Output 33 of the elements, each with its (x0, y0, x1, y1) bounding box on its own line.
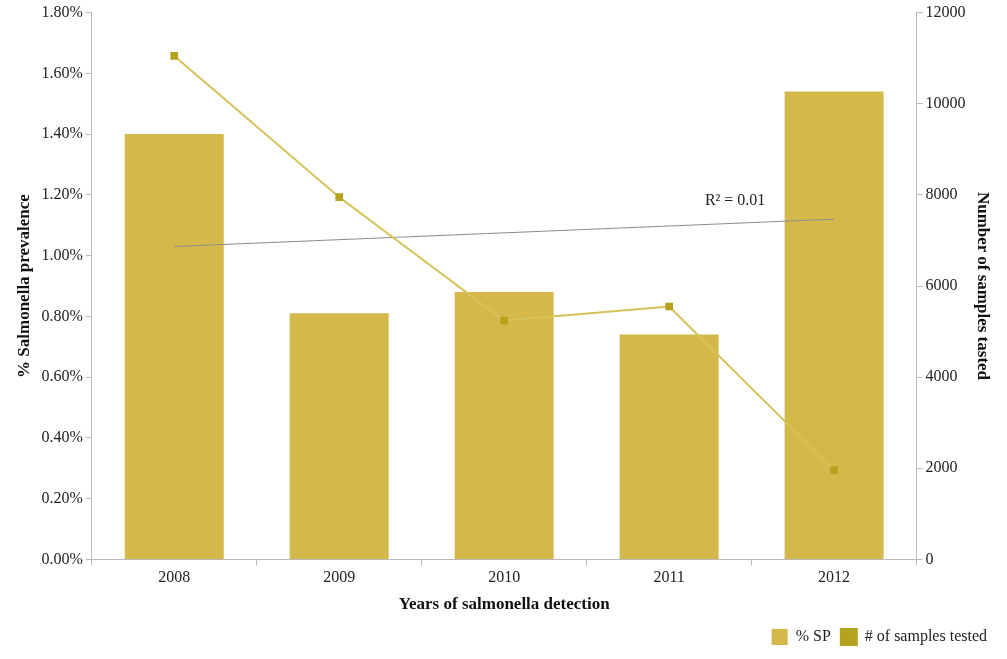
y-tick-label: 0.40% (41, 428, 83, 446)
x-tick-label: 2012 (818, 568, 851, 586)
y2-tick-label: 12000 (925, 2, 966, 20)
y-tick-label: 1.60% (41, 63, 83, 81)
y2-tick-label: 10000 (925, 93, 966, 111)
y2-tick-label: 6000 (925, 276, 958, 294)
y-tick-label: 1.20% (41, 185, 83, 203)
y2-tick-label: 4000 (925, 367, 958, 385)
y-tick-label: 1.80% (41, 2, 83, 20)
y-tick-label: 0.20% (41, 488, 83, 506)
legend-label: % SP (795, 627, 831, 645)
x-tick-label: 2009 (323, 568, 356, 586)
x-tick-label: 2010 (488, 568, 521, 586)
bar (619, 334, 719, 559)
bar (454, 292, 554, 559)
y2-tick-label: 0 (925, 549, 934, 567)
x-tick-label: 2008 (158, 568, 191, 586)
annotation: R² = 0.01 (704, 191, 766, 209)
y-tick-label: 1.40% (41, 124, 83, 142)
x-tick-label: 2011 (653, 568, 685, 586)
bar (124, 134, 224, 559)
legend-label: # of samples tested (864, 627, 988, 646)
y-tick-label: 0.60% (41, 367, 83, 385)
y2-tick-label: 8000 (925, 185, 958, 203)
y-axis-title: % Salmonella prevalence (13, 193, 33, 378)
y-tick-label: 1.00% (41, 245, 83, 263)
x-axis-title: Years of salmonella detection (398, 594, 611, 614)
y2-tick-label: 2000 (925, 458, 958, 476)
y-tick-label: 0.00% (41, 549, 83, 567)
bar (289, 313, 389, 559)
y-tick-label: 0.80% (41, 306, 83, 324)
bar (784, 91, 884, 559)
y2-axis-title: Number of samples tasted (974, 191, 994, 381)
